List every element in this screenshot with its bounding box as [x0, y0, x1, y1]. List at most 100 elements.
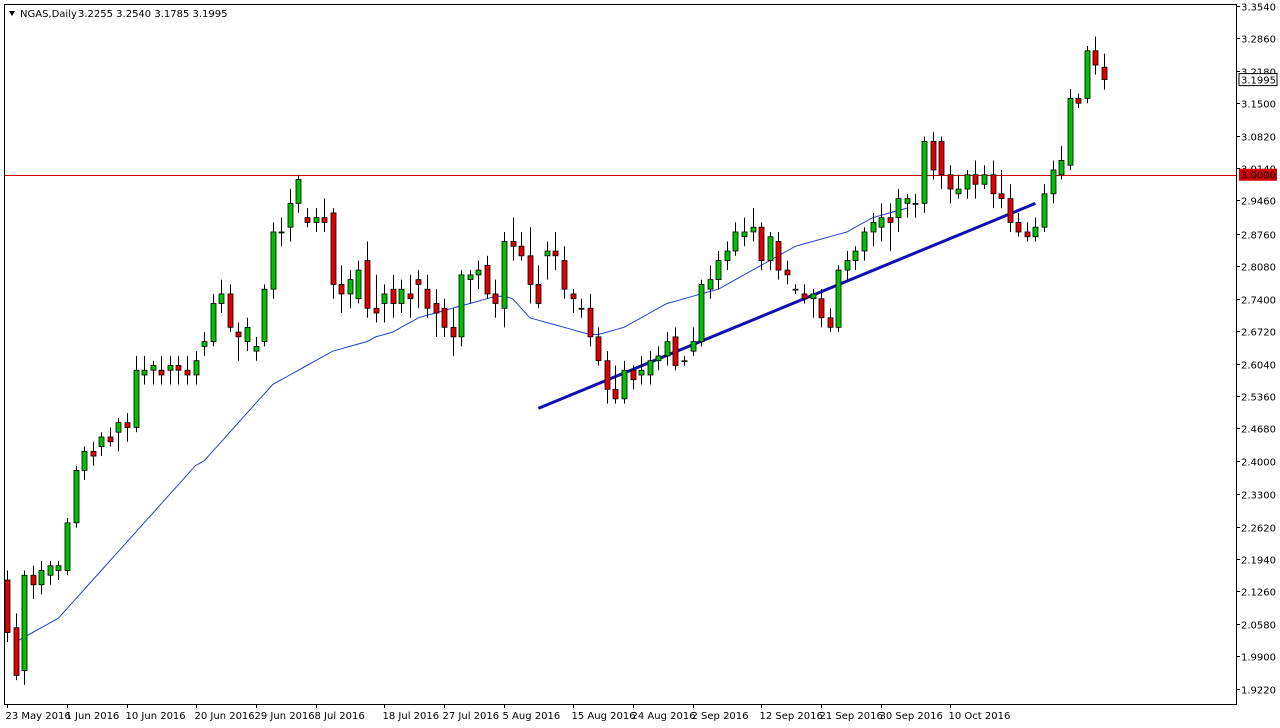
candle-body-up: [38, 570, 45, 586]
candle-body-down: [818, 298, 825, 319]
candle: [784, 260, 791, 285]
candle-body-up: [115, 422, 122, 433]
candles-layer: [4, 36, 1108, 685]
candle: [381, 284, 388, 323]
candle-body-up: [767, 236, 774, 261]
candle: [947, 165, 954, 204]
candle: [810, 289, 817, 318]
candle: [55, 560, 62, 581]
candle-body-up: [904, 198, 911, 204]
candle-body-down: [330, 212, 337, 285]
chevron-down-icon[interactable]: [9, 11, 15, 16]
candle: [707, 265, 714, 299]
y-tick-label: 2.4000: [1241, 458, 1276, 469]
candle-body-up: [981, 174, 988, 185]
candle-body-up: [458, 274, 465, 338]
candle: [672, 327, 679, 371]
candle: [21, 570, 28, 685]
candle: [364, 241, 371, 318]
candle: [347, 270, 354, 309]
y-tick-label: 2.8760: [1241, 231, 1276, 242]
candle: [1032, 217, 1039, 242]
candle-body-up: [1050, 169, 1057, 195]
candle-body-up: [1041, 193, 1048, 228]
candle: [775, 231, 782, 280]
candle-body-down: [784, 269, 791, 276]
candle: [681, 355, 688, 366]
candle: [518, 231, 525, 261]
plot-frame: [4, 4, 1237, 705]
candle-body-up: [55, 565, 62, 571]
candle-body-up: [150, 365, 157, 371]
candle-body-up: [81, 450, 88, 471]
candle-body-up: [347, 279, 354, 295]
candle-body-up: [1084, 50, 1091, 99]
y-tick-label: 1.9220: [1241, 686, 1276, 697]
candle-body-up: [698, 284, 705, 343]
candle: [64, 518, 71, 576]
candle: [1084, 46, 1091, 104]
candle: [750, 208, 757, 242]
candle: [98, 432, 105, 457]
x-tick-label: 5 Aug 2016: [503, 711, 561, 722]
candle: [184, 355, 191, 385]
x-tick-label: 18 Jul 2016: [383, 711, 440, 722]
y-tick-label: 2.4680: [1241, 425, 1276, 436]
candle: [467, 270, 474, 304]
candle-body-up: [810, 293, 817, 300]
y-tick-label: 3.1500: [1241, 100, 1276, 111]
candle: [510, 217, 517, 261]
candle: [938, 136, 945, 190]
candle: [167, 355, 174, 385]
candle-body-down: [441, 307, 448, 328]
candle: [972, 160, 979, 199]
candle: [441, 298, 448, 337]
candle: [647, 351, 654, 385]
candle: [904, 193, 911, 218]
candle: [638, 355, 645, 385]
candle-body-up: [64, 522, 71, 571]
candle-body-down: [415, 279, 422, 285]
candle-body-up: [21, 574, 28, 672]
candle: [698, 279, 705, 347]
candle-body-up: [467, 274, 474, 281]
candle-body-up: [655, 355, 662, 362]
candle-body-up: [270, 231, 277, 290]
candle: [870, 212, 877, 247]
candle: [193, 351, 200, 385]
candle-body-up: [707, 279, 714, 290]
x-tick-label: 8 Jul 2016: [315, 711, 365, 722]
candle: [544, 241, 551, 280]
y-tick-label: 1.9900: [1241, 653, 1276, 664]
candle-body-down: [175, 365, 182, 371]
x-tick-label: 15 Aug 2016: [572, 711, 636, 722]
price-tags: 3.0000 3.1995: [1238, 73, 1278, 182]
candle: [827, 308, 834, 333]
candle-body-up: [278, 231, 285, 234]
candle-body-up: [218, 293, 225, 304]
y-tick-label: 3.2860: [1241, 35, 1276, 46]
y-tick-label: 2.6040: [1241, 361, 1276, 372]
candle-body-up: [313, 217, 320, 223]
candle: [1101, 53, 1108, 90]
candle: [501, 231, 508, 328]
trendline-layer[interactable]: [537, 201, 1036, 410]
candle-body-down: [30, 574, 37, 586]
candle: [73, 465, 80, 528]
candle: [1007, 184, 1014, 232]
candle: [210, 293, 217, 347]
candle-body-up: [792, 288, 799, 291]
candle: [1067, 88, 1074, 170]
x-tick-label: 20 Jun 2016: [195, 711, 255, 722]
candle-body-up: [381, 293, 388, 304]
candle: [724, 241, 731, 271]
candle-body-down: [338, 284, 345, 295]
candle: [630, 365, 637, 390]
candle-body-up: [253, 345, 260, 352]
candle: [887, 203, 894, 252]
trendline[interactable]: [537, 201, 1036, 410]
candle: [1015, 212, 1022, 237]
candle-body-down: [492, 293, 499, 304]
y-tick-label: 2.7400: [1241, 296, 1276, 307]
